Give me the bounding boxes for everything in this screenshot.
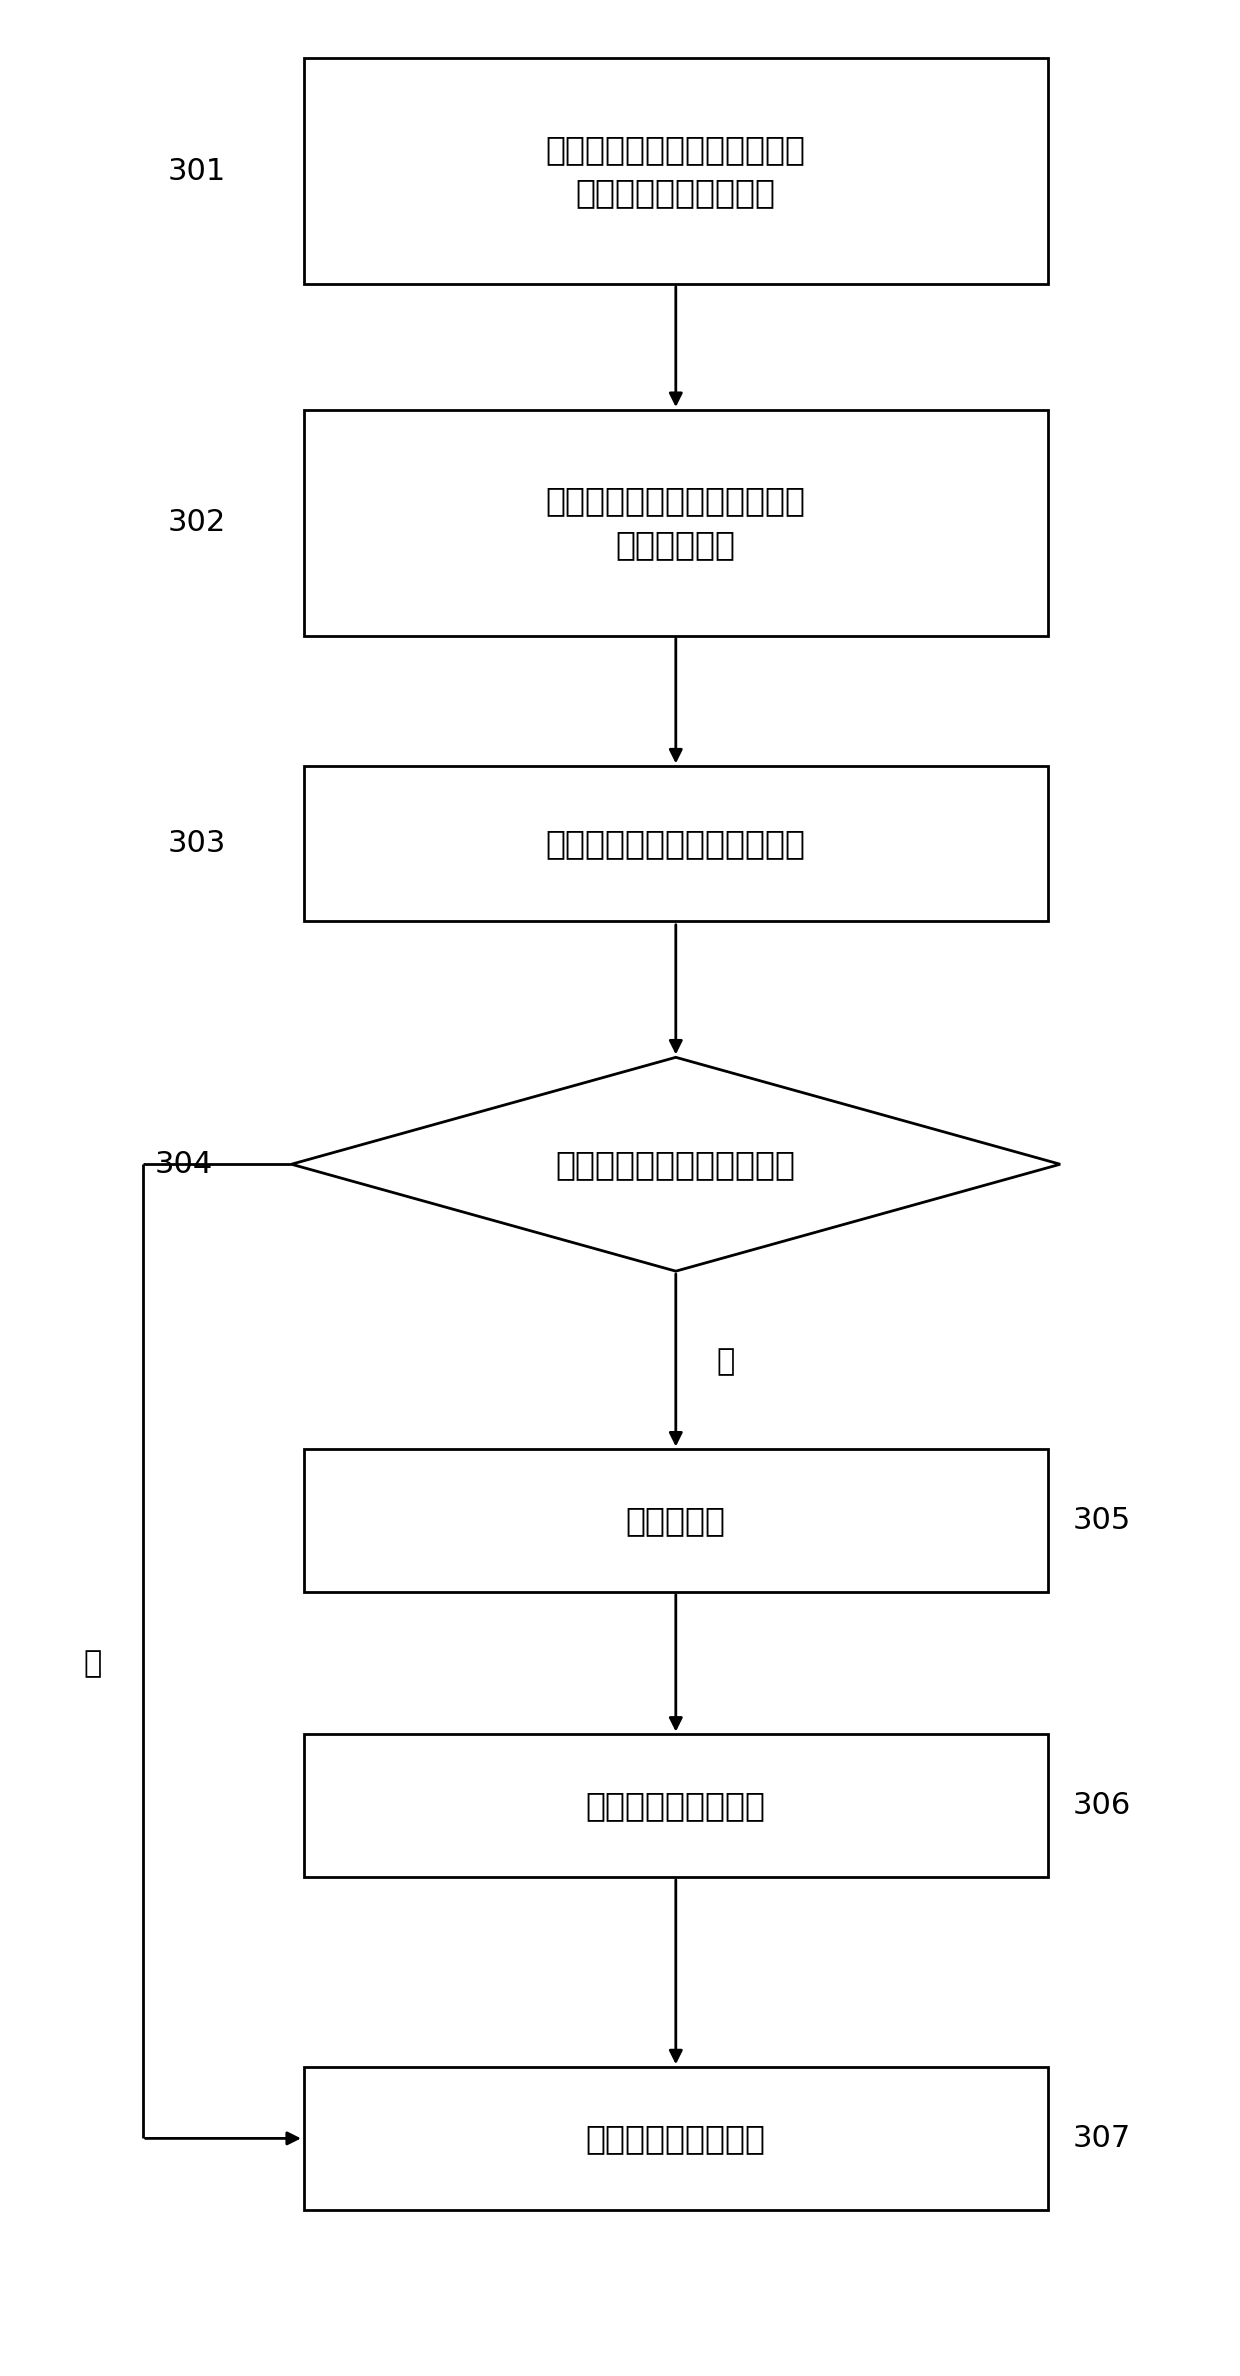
Text: 307: 307: [1073, 2124, 1131, 2153]
Text: 306: 306: [1073, 1792, 1131, 1820]
Text: 302: 302: [167, 508, 226, 537]
Text: 否: 否: [84, 1649, 102, 1677]
Text: 对下一个人进行扫描: 对下一个人进行扫描: [585, 2122, 766, 2155]
Text: 304: 304: [155, 1150, 213, 1178]
Text: 报警器响起: 报警器响起: [626, 1504, 725, 1537]
Bar: [304, 1734, 1048, 1877]
Bar: [304, 2067, 1048, 2210]
Bar: [304, 59, 1048, 283]
Polygon shape: [291, 1057, 1060, 1271]
Bar: [304, 1449, 1048, 1592]
Text: 水平转动和垂直牵引电机带动
收发天线进行人体扫描: 水平转动和垂直牵引电机带动 收发天线进行人体扫描: [546, 133, 806, 209]
Text: 303: 303: [167, 829, 226, 858]
Text: 305: 305: [1073, 1506, 1131, 1535]
Text: 是: 是: [717, 1347, 734, 1376]
Text: 判断图像中是否有可疑区域: 判断图像中是否有可疑区域: [556, 1148, 796, 1181]
Text: 301: 301: [167, 157, 226, 185]
Bar: [304, 409, 1048, 634]
Bar: [304, 765, 1048, 920]
Text: 数据采集卡采集被测物体所反
射回来的信号: 数据采集卡采集被测物体所反 射回来的信号: [546, 485, 806, 561]
Text: 计算机还原信号中的图像信息: 计算机还原信号中的图像信息: [546, 827, 806, 860]
Text: 进一步进行人工检测: 进一步进行人工检测: [585, 1789, 766, 1822]
